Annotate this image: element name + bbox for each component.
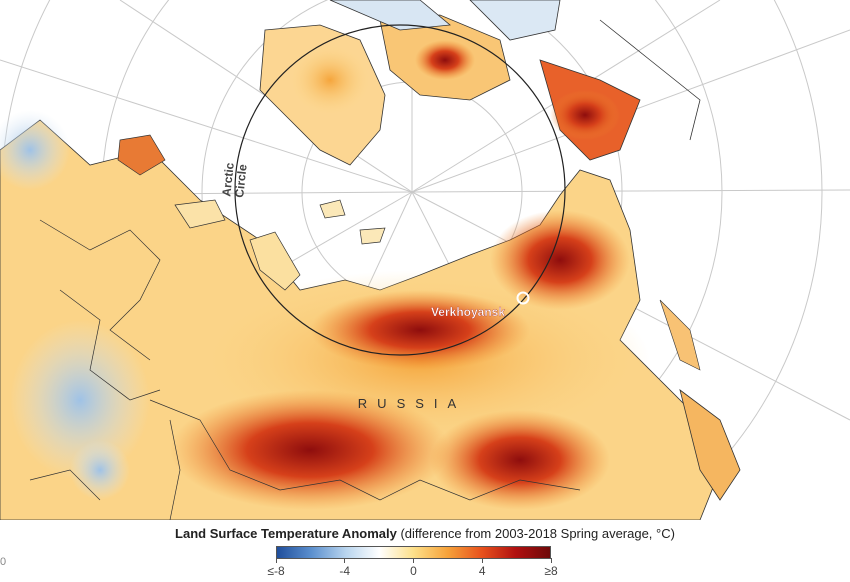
legend-title: Land Surface Temperature Anomaly (differ…	[0, 526, 850, 541]
arctic-circle-label: Arctic Circle	[219, 162, 249, 199]
city-label-verkhoyansk: Verkhoyansk	[431, 305, 505, 319]
arctic-circle-label-line1: Arctic	[219, 162, 237, 198]
credit-text: 0	[0, 556, 7, 568]
legend-tick-mark	[275, 558, 277, 563]
legend-tick-label: 0	[410, 564, 417, 578]
legend-tick-mark	[550, 558, 552, 563]
eurasia-landmass	[0, 110, 721, 520]
legend-title-subtitle: (difference from 2003-2018 Spring averag…	[400, 526, 675, 541]
legend-tick-mark	[481, 558, 483, 563]
far-east-landmass	[539, 19, 741, 501]
legend-tick-label: ≥8	[544, 564, 558, 578]
arctic-circle-line	[234, 24, 566, 356]
greenland-landmass	[259, 24, 386, 166]
legend: Land Surface Temperature Anomaly (differ…	[0, 520, 850, 582]
arctic-islands	[117, 134, 386, 291]
map-panel: Arctic Circle RUSSIA Verkhoyansk	[0, 0, 850, 520]
arctic-circle-label-line2: Circle	[232, 163, 249, 198]
verkhoyansk-marker	[516, 291, 530, 305]
legend-tick-label: ≤-8	[267, 564, 285, 578]
canadian-arctic-islands	[329, 0, 561, 101]
legend-tick-label: 4	[478, 564, 486, 578]
legend-title-main: Land Surface Temperature Anomaly	[175, 526, 397, 541]
legend-tick-label: -4	[339, 564, 351, 578]
legend-tick-mark	[413, 558, 414, 563]
legend-tick-mark	[344, 558, 346, 563]
country-label-russia: RUSSIA	[358, 396, 466, 411]
polar-map: Arctic Circle RUSSIA Verkhoyansk	[0, 0, 850, 520]
